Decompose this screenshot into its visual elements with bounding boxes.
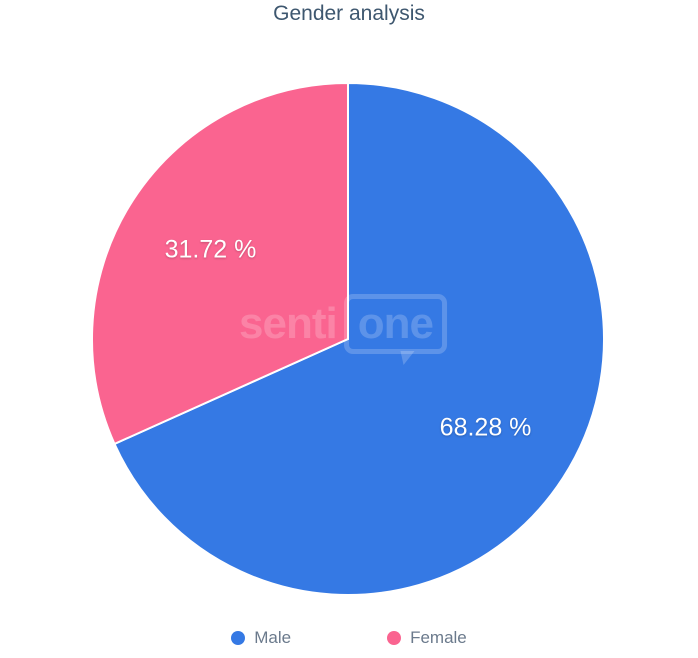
legend: Male Female: [0, 628, 698, 648]
pie-slice-male[interactable]: [113, 81, 605, 596]
legend-marker-female-icon: [387, 631, 402, 645]
legend-label-female: Female: [410, 628, 467, 647]
legend-label-male: Male: [254, 628, 292, 647]
legend-item-male[interactable]: Male: [231, 628, 291, 648]
chart-title: Gender analysis: [273, 2, 425, 25]
legend-item-female[interactable]: Female: [387, 628, 467, 648]
pie-slice-female[interactable]: [91, 81, 349, 446]
legend-marker-male-icon: [231, 631, 246, 645]
